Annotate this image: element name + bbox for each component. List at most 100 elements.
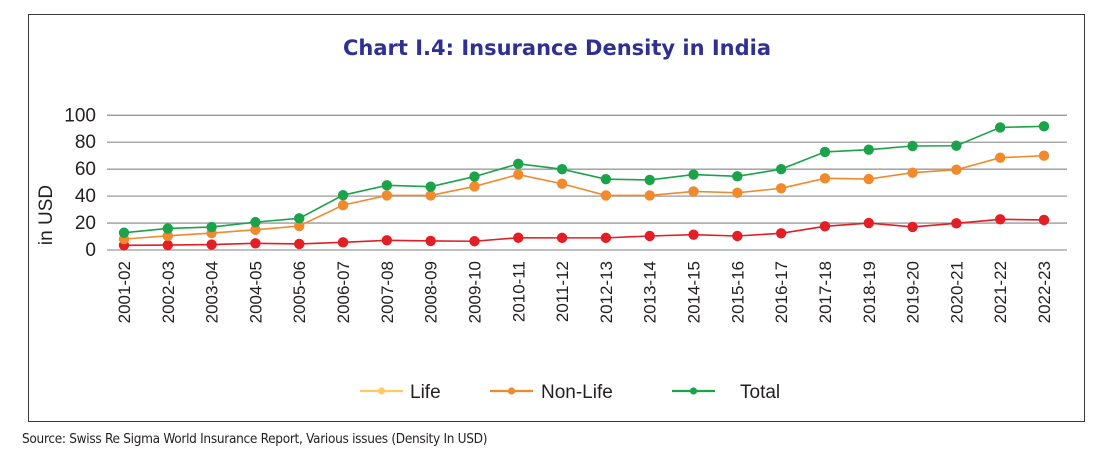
data-point-total [513,158,524,169]
data-point-total [863,144,874,155]
chart-title: Chart I.4: Insurance Density in India [343,36,771,60]
x-tick-label: 2012-13 [597,261,616,323]
x-tick-label: 2018-19 [860,261,879,323]
x-tick-label: 2011-12 [553,261,572,322]
data-point-total [775,163,787,175]
data-point-non-life [819,221,831,232]
data-point-total [337,189,349,201]
legend-label: Total [740,382,780,403]
x-tick-label: 2020-21 [947,261,966,323]
data-point-total [907,140,918,152]
data-point-life [425,190,436,201]
x-tick-label: 2021-22 [991,261,1010,323]
data-point-non-life [994,214,1006,225]
data-point-life [381,190,393,201]
data-point-total [600,173,612,185]
data-point-non-life [337,237,349,248]
data-point-total [556,163,568,175]
y-tick-label: 80 [75,132,96,153]
data-point-non-life [469,236,480,247]
data-point-non-life [206,239,217,250]
x-tick-label: 2019-20 [904,261,923,323]
legend-label: Life [410,382,441,403]
series-non-life [118,214,1050,251]
legend-item-non-life: Non-Life [490,382,613,403]
data-point-non-life [294,238,305,250]
x-tick-label: 2004-05 [246,261,265,323]
data-point-life [600,190,612,201]
data-point-life [337,199,349,211]
data-point-life [775,183,787,194]
data-point-life [819,173,831,184]
data-point-non-life [425,235,436,247]
data-point-life [951,164,962,175]
data-point-non-life [951,218,962,229]
data-point-non-life [162,239,174,251]
data-point-non-life [513,232,524,243]
data-point-non-life [381,235,393,246]
data-point-non-life [863,217,874,229]
x-tick-label: 2016-17 [772,261,791,323]
data-point-life [994,152,1006,163]
data-point-non-life [600,232,612,244]
data-point-life [907,167,918,178]
y-tick-label: 20 [75,213,96,234]
data-point-non-life [556,232,568,244]
series-line-total [123,125,1045,234]
y-tick-label: 60 [75,159,96,180]
data-point-total [1038,121,1050,132]
chart-frame [28,14,1085,422]
legend: Life Non-Life Total [360,382,780,403]
legend-label: Non-Life [541,382,613,403]
data-point-total [644,174,655,186]
data-point-total [425,181,436,192]
data-point-non-life [644,230,655,242]
data-point-non-life [688,229,699,240]
data-point-non-life [907,221,918,233]
gridlines [107,114,1067,251]
data-point-life [863,173,874,185]
data-point-total [994,122,1006,133]
x-tick-label: 2007-08 [378,261,397,323]
y-tick-label: 40 [75,186,96,207]
y-axis-label: in USD [36,185,57,245]
x-tick-label: 2017-18 [816,261,835,323]
data-point-life [250,224,261,235]
data-point-total [206,221,217,233]
data-point-total [381,180,393,191]
data-point-total [294,213,305,224]
data-point-life [294,220,305,232]
legend-item-total: Total [672,382,780,403]
data-point-life [732,187,743,198]
x-tick-label: 2010-11 [509,261,528,322]
data-point-life [469,181,480,192]
y-tick-label: 0 [85,240,96,261]
data-point-total [732,171,743,182]
data-point-life [162,230,174,242]
data-point-total [162,223,174,234]
series-total [118,121,1050,238]
data-point-total [250,216,261,228]
series-line-life [123,154,1045,240]
data-point-life [688,186,699,197]
data-point-life [644,190,655,201]
data-point-non-life [1038,214,1050,226]
x-tick-label: 2005-06 [290,261,309,323]
data-point-non-life [732,230,743,242]
legend-item-life: Life [360,382,441,403]
x-tick-label: 2013-14 [641,261,660,323]
x-tick-label: 2001-02 [115,261,134,323]
data-point-non-life [775,228,787,239]
data-point-non-life [250,238,261,249]
x-axis-ticks: 2001-02 2002-03 2003-04 2004-05 2005-06 2006-… [115,261,1054,323]
source-note: Source: Swiss Re Sigma World Insurance R… [22,431,488,447]
x-tick-label: 2014-15 [685,261,704,323]
x-tick-label: 2003-04 [203,261,222,323]
legend-swatch-marker [689,387,698,395]
data-point-total [688,169,699,180]
data-point-life [513,169,524,180]
x-tick-label: 2002-03 [159,261,178,323]
x-tick-label: 2015-16 [728,261,747,323]
legend-swatch-marker [377,387,386,395]
